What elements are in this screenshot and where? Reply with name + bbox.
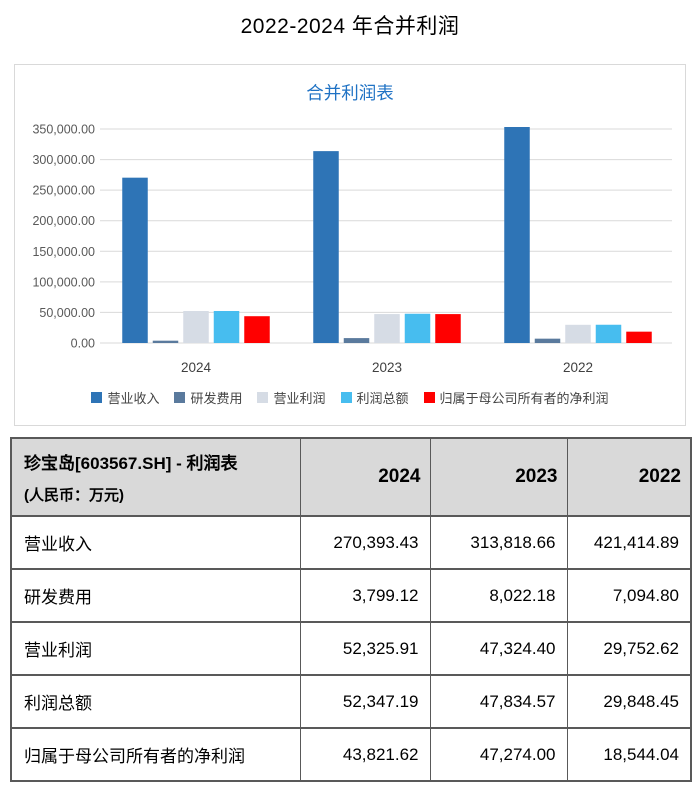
y-axis-tick-label: 0.00 bbox=[71, 337, 95, 351]
chart-legend: 营业收入 研发费用 营业利润 利润总额 归属于母公司所有者的净利润 bbox=[15, 388, 685, 407]
bar-chart: 0.00 50,000.00 100,000.00 150,000.00 200,000… bbox=[32, 123, 672, 375]
y-axis-tick-label: 200,000.00 bbox=[32, 214, 95, 228]
table-body: 营业收入 270,393.43 313,818.66 421,414.89 研发费用 3,… bbox=[10, 515, 692, 782]
legend-item: 归属于母公司所有者的净利润 bbox=[423, 388, 609, 407]
legend-swatch-icon bbox=[91, 392, 103, 403]
legend-label: 利润总额 bbox=[356, 391, 409, 406]
row-value: 313,818.66 bbox=[429, 515, 568, 570]
bar bbox=[534, 338, 561, 343]
legend-swatch-icon bbox=[257, 392, 269, 403]
row-label: 利润总额 bbox=[10, 674, 301, 729]
table-row: 利润总额 52,347.19 47,834.57 29,848.45 bbox=[10, 674, 692, 729]
row-value: 7,094.80 bbox=[566, 568, 692, 623]
bar bbox=[404, 313, 431, 343]
table-row: 研发费用 3,799.12 8,022.18 7,094.80 bbox=[10, 568, 692, 623]
row-value: 3,799.12 bbox=[299, 568, 431, 623]
bar bbox=[343, 338, 370, 343]
row-value: 47,274.00 bbox=[429, 727, 568, 782]
x-axis-category-label: 2022 bbox=[563, 360, 593, 375]
row-value: 43,821.62 bbox=[299, 727, 431, 782]
bar bbox=[313, 151, 339, 343]
table-currency-unit: (人民币：万元) bbox=[24, 487, 124, 504]
bar bbox=[504, 127, 530, 343]
row-value: 270,393.43 bbox=[299, 515, 431, 570]
profit-table: 珍宝岛[603567.SH] - 利润表 (人民币：万元) 2024 2023 … bbox=[10, 437, 692, 782]
x-axis-category-label: 2024 bbox=[181, 360, 212, 375]
row-label: 营业收入 bbox=[10, 515, 301, 570]
column-header-2022: 2022 bbox=[566, 437, 692, 517]
legend-label: 营业利润 bbox=[273, 391, 326, 406]
row-label: 归属于母公司所有者的净利润 bbox=[10, 727, 301, 782]
table-row: 归属于母公司所有者的净利润 43,821.62 47,274.00 18,544.04 bbox=[10, 727, 692, 782]
legend-item: 研发费用 bbox=[174, 388, 242, 407]
row-label: 研发费用 bbox=[10, 568, 301, 623]
row-value: 29,752.62 bbox=[566, 621, 692, 676]
bar bbox=[244, 316, 270, 343]
y-axis-tick-label: 50,000.00 bbox=[39, 306, 95, 320]
legend-label: 营业收入 bbox=[107, 391, 160, 406]
page-title: 2022-2024 年合并利润 bbox=[240, 15, 460, 38]
legend-swatch-icon bbox=[340, 392, 352, 403]
y-axis-tick-label: 350,000.00 bbox=[32, 123, 95, 137]
legend-swatch-icon bbox=[174, 392, 186, 403]
y-axis-tick-label: 300,000.00 bbox=[32, 153, 95, 167]
bar bbox=[374, 314, 400, 343]
column-header-2024: 2024 bbox=[299, 437, 431, 517]
y-axis-tick-label: 100,000.00 bbox=[32, 275, 95, 289]
bar bbox=[213, 310, 240, 343]
row-value: 52,347.19 bbox=[299, 674, 431, 729]
legend-label: 研发费用 bbox=[190, 391, 243, 406]
legend-item: 营业收入 bbox=[91, 388, 159, 407]
row-value: 18,544.04 bbox=[566, 727, 692, 782]
legend-swatch-icon bbox=[423, 392, 435, 403]
row-value: 47,324.40 bbox=[429, 621, 568, 676]
x-axis-category-label: 2023 bbox=[372, 360, 402, 375]
row-value: 29,848.45 bbox=[566, 674, 692, 729]
legend-item: 营业利润 bbox=[257, 388, 326, 407]
bar bbox=[183, 311, 209, 343]
table-title: 珍宝岛[603567.SH] - 利润表 bbox=[24, 454, 238, 473]
chart-title: 合并利润表 bbox=[306, 83, 394, 103]
y-axis-tick-label: 250,000.00 bbox=[32, 184, 95, 198]
table-row: 营业收入 270,393.43 313,818.66 421,414.89 bbox=[10, 515, 692, 570]
bar bbox=[565, 324, 591, 343]
legend-label: 归属于母公司所有者的净利润 bbox=[439, 391, 609, 406]
y-axis-tick-label: 150,000.00 bbox=[32, 245, 95, 259]
bar bbox=[122, 177, 148, 343]
table-title-cell: 珍宝岛[603567.SH] - 利润表 (人民币：万元) bbox=[10, 437, 301, 517]
legend-item: 利润总额 bbox=[340, 388, 409, 407]
bar bbox=[435, 314, 461, 343]
bar bbox=[626, 331, 652, 343]
row-value: 8,022.18 bbox=[429, 568, 568, 623]
bar bbox=[595, 324, 622, 343]
column-header-2023: 2023 bbox=[429, 437, 568, 517]
table-header-row: 珍宝岛[603567.SH] - 利润表 (人民币：万元) 2024 2023 … bbox=[10, 437, 692, 517]
row-value: 47,834.57 bbox=[429, 674, 568, 729]
row-value: 52,325.91 bbox=[299, 621, 431, 676]
row-value: 421,414.89 bbox=[566, 515, 692, 570]
row-label: 营业利润 bbox=[10, 621, 301, 676]
chart-card: 0.00 50,000.00 100,000.00 150,000.00 200,000… bbox=[14, 64, 686, 426]
bar bbox=[152, 340, 179, 343]
table-row: 营业利润 52,325.91 47,324.40 29,752.62 bbox=[10, 621, 692, 676]
